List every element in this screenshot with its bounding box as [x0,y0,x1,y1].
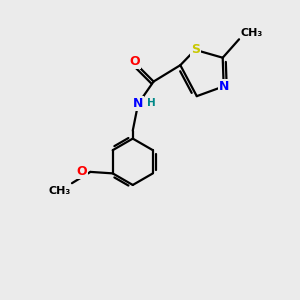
Text: O: O [77,165,87,178]
Text: S: S [191,43,200,56]
Text: CH₃: CH₃ [48,186,70,196]
Text: O: O [130,55,140,68]
Text: CH₃: CH₃ [241,28,263,38]
Text: N: N [218,80,229,93]
Text: N: N [133,97,143,110]
Text: H: H [147,98,156,108]
